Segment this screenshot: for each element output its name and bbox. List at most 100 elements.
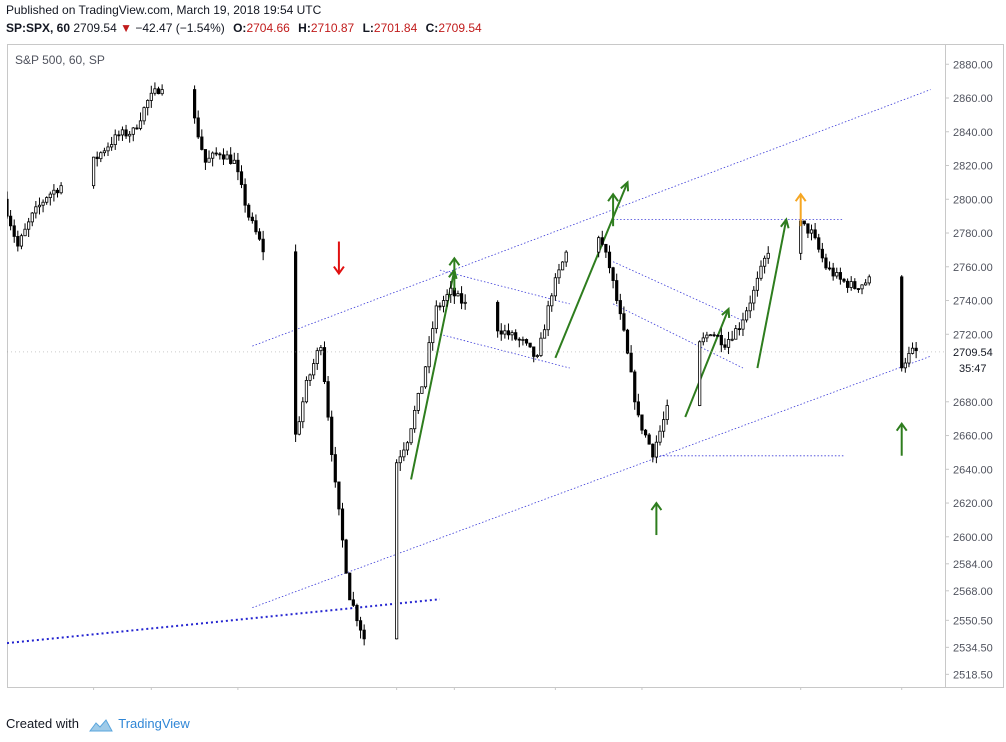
candle-body bbox=[903, 362, 907, 369]
countdown-label: 35:47 bbox=[959, 363, 987, 375]
candle-body bbox=[737, 328, 741, 331]
candle-body bbox=[701, 337, 705, 343]
price-tick-label: 2568.00 bbox=[953, 586, 993, 598]
candle-body bbox=[550, 295, 554, 307]
price-tick-label: 2584.00 bbox=[953, 559, 993, 571]
price-chart[interactable]: S&P 500, 60, SP 2518.50 2534.50 2550.50 256… bbox=[7, 44, 1004, 690]
publish-info: Published on TradingView.com, March 19, … bbox=[6, 3, 322, 17]
candle-body bbox=[200, 136, 204, 150]
high-label: H: bbox=[298, 21, 311, 35]
candle-body bbox=[496, 301, 500, 332]
candle-body bbox=[615, 280, 619, 301]
candle-body bbox=[333, 454, 337, 483]
candle-body bbox=[131, 127, 135, 135]
candle-body bbox=[553, 277, 557, 297]
candle-body bbox=[117, 134, 121, 137]
candle-body bbox=[517, 338, 521, 341]
price-tick-label: 2680.00 bbox=[953, 397, 993, 409]
candle-body bbox=[611, 267, 615, 281]
up-leg-arrowhead bbox=[780, 217, 790, 229]
candle-body bbox=[445, 294, 449, 301]
candle-body bbox=[95, 156, 99, 160]
plot-area[interactable] bbox=[7, 44, 946, 688]
candle-body bbox=[236, 159, 240, 173]
candle-body bbox=[629, 352, 633, 373]
price-tick-label: 2800.00 bbox=[953, 194, 993, 206]
candle-body bbox=[12, 225, 16, 237]
open-label: O: bbox=[233, 21, 247, 35]
candle-body bbox=[864, 282, 868, 286]
candle-body bbox=[766, 252, 770, 259]
candle-body bbox=[665, 405, 669, 421]
footer: Created with TradingView bbox=[6, 716, 190, 732]
candle-body bbox=[853, 281, 857, 289]
candle-body bbox=[838, 272, 842, 280]
candle-body bbox=[503, 330, 507, 335]
candle-body bbox=[362, 629, 366, 640]
candle-body bbox=[622, 313, 626, 331]
candle-body bbox=[420, 386, 424, 394]
price-tick-label: 2518.50 bbox=[953, 669, 993, 681]
candle-body bbox=[427, 342, 431, 368]
chart-title: S&P 500, 60, SP bbox=[15, 53, 105, 67]
price-tick-label: 2620.00 bbox=[953, 498, 993, 510]
candle-body bbox=[221, 154, 226, 160]
channel-lower-trendline bbox=[252, 355, 931, 609]
change-value: −42.47 (−1.54%) bbox=[135, 21, 225, 35]
candle-body bbox=[106, 146, 110, 152]
candle-body bbox=[142, 107, 146, 122]
candle-body bbox=[842, 278, 846, 282]
candle-body bbox=[827, 267, 832, 270]
candle-body bbox=[640, 414, 644, 431]
candle-body bbox=[723, 344, 727, 348]
candle-body bbox=[330, 416, 334, 456]
candle-body bbox=[741, 319, 745, 330]
candle-body bbox=[135, 127, 139, 130]
candle-body bbox=[564, 251, 568, 263]
candle-body bbox=[907, 352, 911, 364]
tradingview-brand[interactable]: TradingView bbox=[118, 716, 190, 731]
candle-body bbox=[312, 363, 316, 376]
candle-body bbox=[716, 334, 720, 337]
candle-body bbox=[337, 481, 341, 510]
candle-body bbox=[662, 419, 666, 432]
candle-body bbox=[203, 149, 208, 163]
candle-body bbox=[7, 198, 9, 217]
candle-body bbox=[294, 251, 298, 435]
candle-body bbox=[824, 257, 828, 269]
candle-body bbox=[91, 156, 96, 187]
candle-body bbox=[698, 341, 702, 406]
candle-body bbox=[817, 237, 821, 250]
candle-body bbox=[250, 216, 254, 222]
candle-body bbox=[604, 243, 608, 253]
candle-body bbox=[348, 572, 352, 601]
price-tick-label: 2860.00 bbox=[953, 93, 993, 105]
last-price-badge bbox=[946, 343, 1001, 376]
candle-body bbox=[463, 301, 467, 304]
candle-body bbox=[654, 441, 658, 458]
candle-body bbox=[532, 346, 536, 357]
candle-body bbox=[734, 328, 738, 340]
candle-body bbox=[120, 129, 125, 136]
candle-body bbox=[726, 339, 731, 348]
candle-body bbox=[207, 157, 211, 163]
candle-body bbox=[557, 269, 561, 279]
candle-body bbox=[539, 337, 543, 356]
price-tick-label: 2720.00 bbox=[953, 329, 993, 341]
candle-body bbox=[16, 236, 20, 247]
open-value: 2704.66 bbox=[246, 21, 290, 35]
candle-body bbox=[607, 251, 612, 269]
candle-body bbox=[156, 88, 161, 95]
candle-body bbox=[322, 347, 327, 382]
candle-body bbox=[113, 134, 117, 145]
flag1-lower-line bbox=[439, 333, 570, 369]
down-arrow-icon-head bbox=[333, 265, 345, 276]
candle-body bbox=[48, 193, 52, 198]
candle-body bbox=[546, 305, 550, 331]
candle-body bbox=[225, 154, 229, 160]
symbol-label: SP:SPX, 60 bbox=[6, 21, 71, 35]
candle-body bbox=[643, 429, 648, 436]
up-leg-arrow-line bbox=[756, 219, 788, 369]
candle-body bbox=[510, 332, 514, 336]
candle-body bbox=[712, 334, 716, 337]
